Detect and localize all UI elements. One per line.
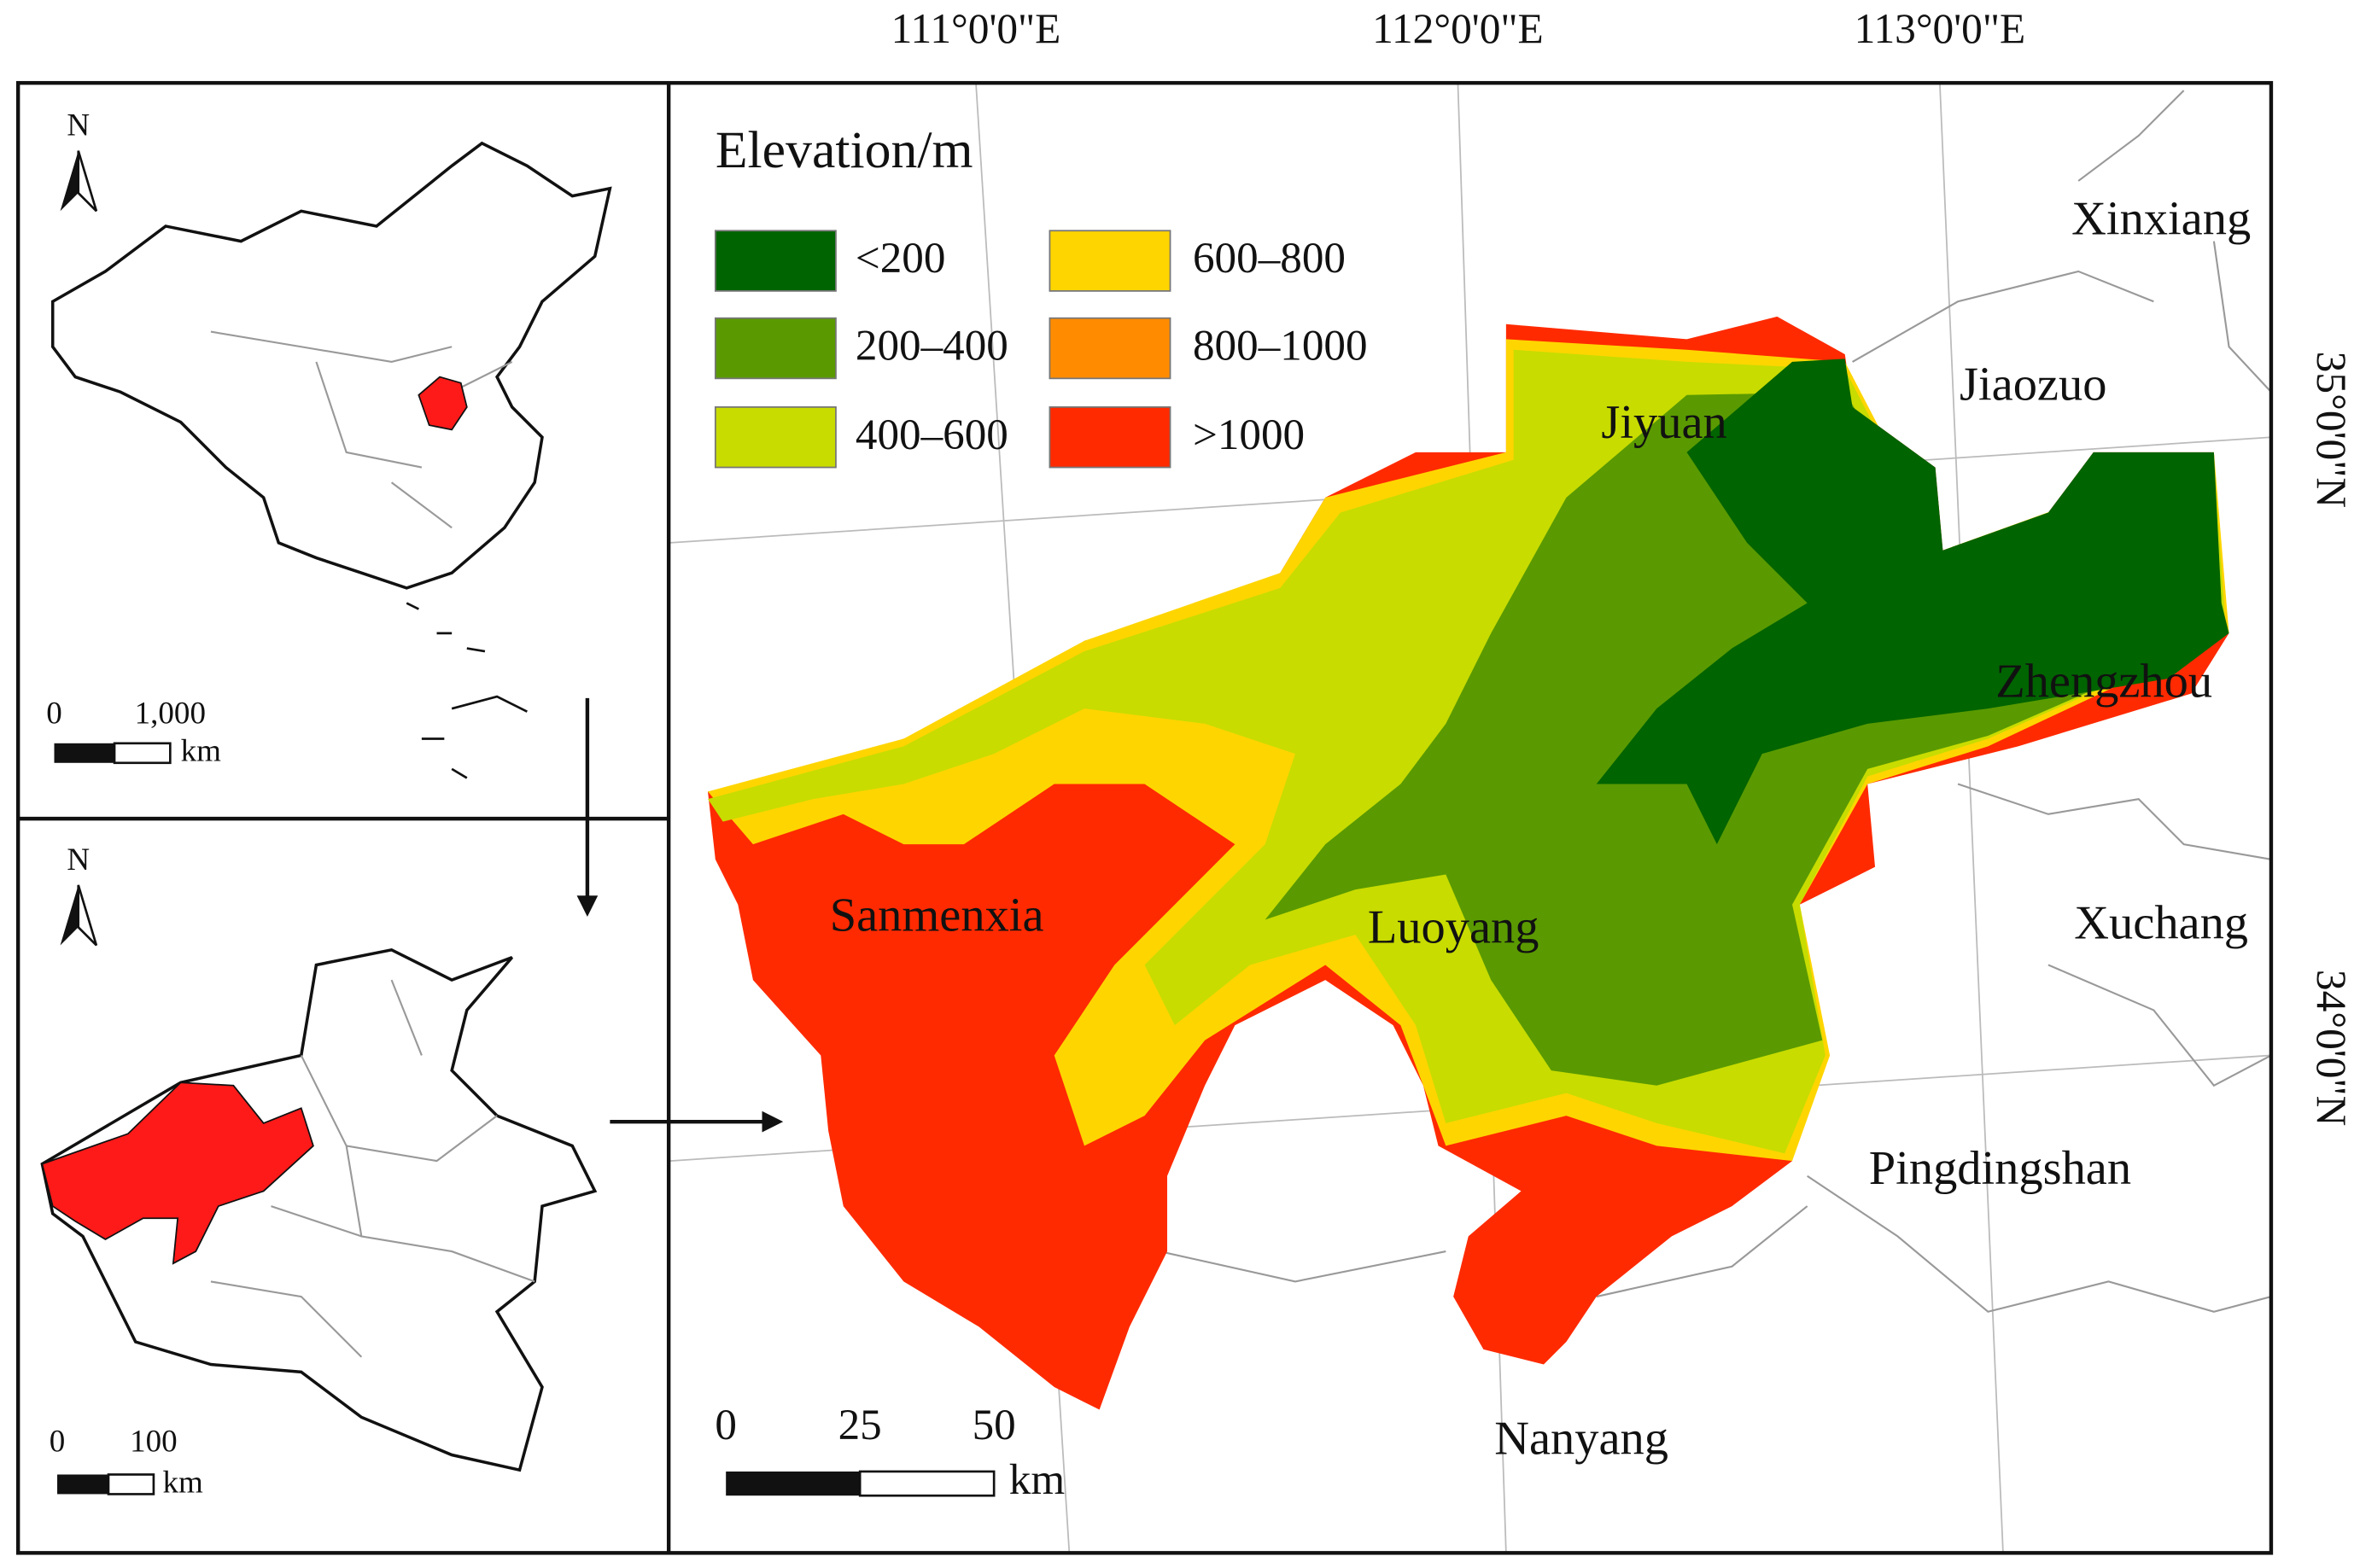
scale-label: 50 <box>973 1401 1016 1449</box>
city-label: Luoyang <box>1368 901 1539 954</box>
legend-label: 600–800 <box>1193 234 1346 283</box>
scale-label: 0 <box>50 1425 66 1460</box>
city-label: Xinxiang <box>2071 192 2251 245</box>
city-label: Jiaozuo <box>1960 358 2106 411</box>
scale-label: 1,000 <box>135 696 206 731</box>
city-label: Sanmenxia <box>830 889 1044 941</box>
scale-label: 25 <box>838 1401 882 1449</box>
city-label: Pingdingshan <box>1869 1142 2131 1195</box>
north-label: N <box>67 108 90 143</box>
legend-label: 400–600 <box>856 411 1008 459</box>
legend-title: Elevation/m <box>716 121 973 179</box>
longitude-label: 112°0'0"E <box>1372 5 1544 52</box>
legend: Elevation/m <200 200–400 400–600 600–800… <box>714 121 1368 469</box>
scale-label: 100 <box>130 1425 178 1460</box>
latitude-label: 35°0'0"N <box>2308 352 2355 508</box>
scale-unit: km <box>1009 1455 1065 1504</box>
longitude-label: 113°0'0"E <box>1855 5 2026 52</box>
scale-unit: km <box>181 734 221 769</box>
legend-label: 200–400 <box>856 322 1008 370</box>
china-inset: N 0 1,000 km <box>46 108 612 779</box>
city-labels: Xinxiang Jiaozuo Jiyuan Zhengzhou Xuchan… <box>830 192 2251 1465</box>
north-label: N <box>67 842 90 877</box>
arrows <box>576 697 784 1133</box>
legend-label: >1000 <box>1193 411 1305 459</box>
frames <box>15 80 2274 1555</box>
elevation-below-200 <box>1596 358 2229 845</box>
scale-label: 0 <box>715 1401 737 1449</box>
scale-bar: 0 25 50 km <box>715 1401 1065 1504</box>
longitude-label: 111°0'0"E <box>891 5 1061 52</box>
legend-label: <200 <box>856 234 946 283</box>
scale-unit: km <box>162 1465 202 1500</box>
city-label: Jiyuan <box>1601 396 1726 449</box>
legend-label: 800–1000 <box>1193 322 1368 370</box>
city-label: Xuchang <box>2074 896 2248 949</box>
city-label: Nanyang <box>1494 1412 1668 1465</box>
henan-inset: N 0 100 km <box>40 842 598 1500</box>
city-label: Zhengzhou <box>1995 656 2212 708</box>
north-arrow <box>60 150 79 212</box>
latitude-label: 34°0'0"N <box>2308 970 2355 1126</box>
scale-label: 0 <box>46 696 62 731</box>
elevation-map <box>708 316 2229 1410</box>
